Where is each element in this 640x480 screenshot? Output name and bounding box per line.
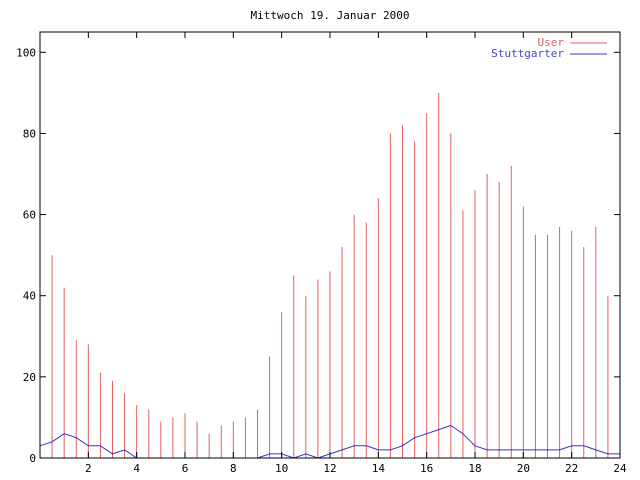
stuttgarter-point (268, 453, 271, 455)
x-tick-label: 20 (517, 462, 530, 475)
stuttgarter-point (571, 445, 573, 447)
stuttgarter-point (426, 433, 428, 435)
x-tick-label: 14 (372, 462, 386, 475)
x-tick-label: 18 (468, 462, 481, 475)
stuttgarter-point (558, 449, 561, 451)
legend: User Stuttgarter (491, 36, 607, 60)
stuttgarter-point (111, 453, 114, 455)
stuttgarter-point (438, 429, 440, 431)
y-axis: 0 20 40 60 80 100 (16, 46, 620, 465)
stuttgarter-point (486, 449, 488, 451)
stuttgarter-point (353, 445, 355, 447)
user-bars (39, 92, 621, 458)
x-tick-label: 24 (613, 462, 627, 475)
stuttgarter-point (51, 441, 53, 443)
stuttgarter-point (546, 449, 549, 451)
x-tick-label: 10 (275, 462, 288, 475)
stuttgarter-point (450, 424, 452, 427)
stuttgarter-point (534, 449, 537, 451)
stuttgarter-point (99, 445, 102, 447)
y-tick-label: 20 (23, 371, 36, 384)
stuttgarter-point (63, 433, 65, 435)
y-tick-label: 100 (16, 46, 36, 59)
stuttgarter-point (522, 449, 524, 451)
y-tick-label: 80 (23, 127, 36, 140)
stuttgarter-point (595, 449, 597, 451)
stuttgarter-point (498, 449, 500, 451)
stuttgarter-point (305, 453, 307, 455)
x-tick-label: 16 (420, 462, 433, 475)
stuttgarter-point (462, 433, 464, 435)
x-tick-label: 12 (323, 462, 336, 475)
y-tick-label: 40 (23, 290, 36, 303)
stuttgarter-point (365, 445, 367, 447)
stuttgarter-point (474, 445, 476, 447)
stuttgarter-point (123, 449, 126, 451)
stuttgarter-point (413, 437, 416, 439)
x-axis: 2 4 6 8 10 12 14 16 18 20 22 24 (85, 32, 627, 475)
stuttgarter-point (389, 449, 392, 451)
stuttgarter-point (377, 449, 379, 451)
x-tick-label: 8 (230, 462, 237, 475)
legend-user-label: User (538, 36, 565, 49)
y-tick-label: 0 (29, 452, 36, 465)
stuttgarter-point (401, 445, 404, 447)
stuttgarter-point (75, 437, 77, 439)
chart-title: Mittwoch 19. Januar 2000 (251, 9, 410, 22)
stuttgarter-point (341, 449, 343, 451)
stuttgarter-point (87, 445, 89, 447)
y-tick-label: 60 (23, 209, 36, 222)
x-tick-label: 4 (133, 462, 140, 475)
x-tick-label: 6 (182, 462, 189, 475)
stuttgarter-point (583, 445, 585, 447)
stuttgarter-point (607, 453, 609, 455)
stuttgarter-point (510, 449, 512, 451)
legend-stuttgarter-label: Stuttgarter (491, 47, 564, 60)
x-tick-label: 2 (85, 462, 92, 475)
x-tick-label: 22 (565, 462, 578, 475)
